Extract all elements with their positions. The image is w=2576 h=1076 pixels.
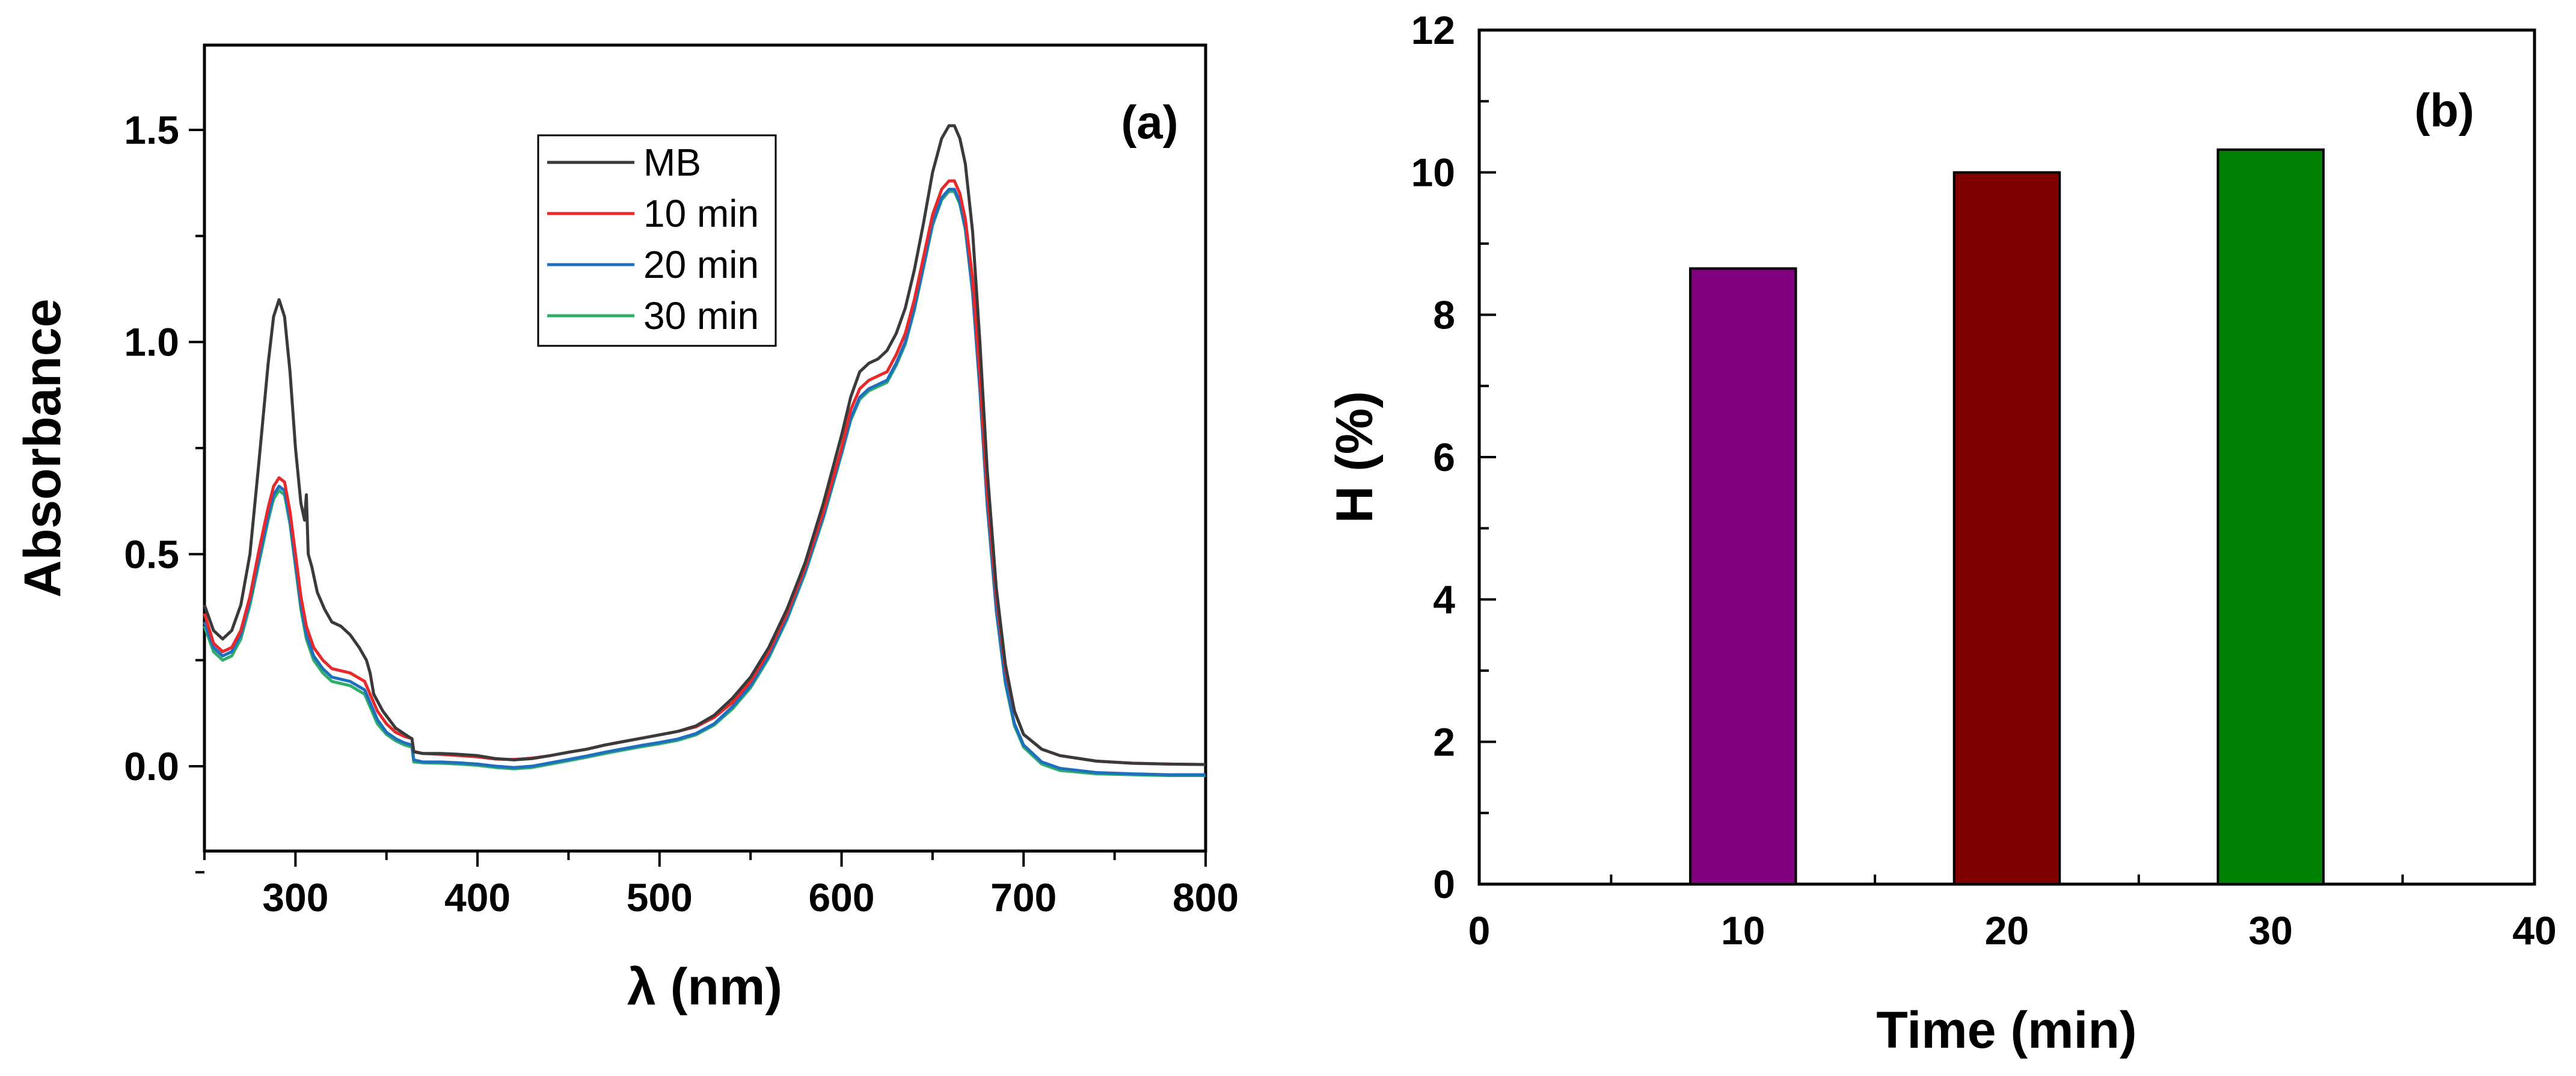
a-tick-labels: 300 400 500 600 700 800 0.0 0.5 1.0 1.5 bbox=[124, 108, 1239, 920]
x-tick-label-a: 500 bbox=[627, 875, 693, 920]
bar-30-min bbox=[2216, 148, 2325, 885]
x-tick-label-a: 700 bbox=[990, 875, 1056, 920]
y-tick-label-b: 6 bbox=[1433, 435, 1455, 479]
x-tick-label-b: 40 bbox=[2512, 908, 2556, 953]
x-axis-title-a: λ (nm) bbox=[627, 958, 782, 1016]
legend-box bbox=[537, 134, 777, 347]
y-tick-label-a: 1.0 bbox=[124, 320, 179, 364]
bar-20-min bbox=[1952, 171, 2061, 886]
x-tick-label-a: 800 bbox=[1173, 875, 1239, 920]
legend-label-10min: 10 min bbox=[643, 192, 759, 235]
y-tick-label-b: 10 bbox=[1411, 150, 1455, 195]
y-tick-label-b: 8 bbox=[1433, 292, 1455, 337]
x-tick-label-a: 600 bbox=[808, 875, 874, 920]
y-axis-title-a: Absorbance bbox=[14, 298, 72, 597]
y-tick-label-a: 0.0 bbox=[124, 744, 179, 789]
b-tick-labels: 0 10 20 30 40 0 2 4 6 8 10 12 bbox=[1411, 8, 2557, 953]
a-ticks bbox=[189, 129, 1207, 874]
bar-10-min bbox=[1689, 267, 1797, 885]
x-tick-label-b: 0 bbox=[1468, 908, 1491, 953]
legend-a: MB 10 min 20 min 30 min bbox=[537, 134, 777, 347]
y-tick-label-b: 4 bbox=[1433, 577, 1455, 622]
panel-label-a: (a) bbox=[1121, 96, 1178, 149]
x-tick-label-b: 20 bbox=[1985, 908, 2029, 953]
y-tick-label-b: 0 bbox=[1433, 862, 1455, 906]
legend-label-mb: MB bbox=[643, 141, 701, 184]
x-tick-label-b: 10 bbox=[1721, 908, 1765, 953]
x-tick-label-a: 400 bbox=[444, 875, 511, 920]
legend-label-30min: 30 min bbox=[643, 294, 759, 337]
panel-b-bar-chart: 0 10 20 30 40 0 2 4 6 8 10 12 (b) Time (min) H (%) bbox=[1326, 8, 2557, 1059]
y-tick-label-b: 12 bbox=[1411, 8, 1455, 52]
series-line-mb bbox=[203, 124, 1206, 766]
panel-a-line-chart: 300 400 500 600 700 800 0.0 0.5 1.0 1.5 (a) MB 10… bbox=[14, 43, 1239, 1016]
x-tick-label-b: 30 bbox=[2249, 908, 2293, 953]
y-tick-label-b: 2 bbox=[1433, 719, 1455, 764]
y-tick-label-a: 1.5 bbox=[124, 108, 179, 152]
x-axis-title-b: Time (min) bbox=[1876, 1001, 2136, 1059]
x-tick-label-a: 300 bbox=[262, 875, 328, 920]
y-tick-label-a: 0.5 bbox=[124, 532, 179, 576]
y-axis-title-b: H (%) bbox=[1326, 391, 1384, 523]
panel-label-b: (b) bbox=[2414, 84, 2474, 137]
legend-label-20min: 20 min bbox=[643, 243, 759, 286]
b-bars bbox=[1689, 148, 2325, 886]
a-series-lines bbox=[203, 124, 1206, 777]
